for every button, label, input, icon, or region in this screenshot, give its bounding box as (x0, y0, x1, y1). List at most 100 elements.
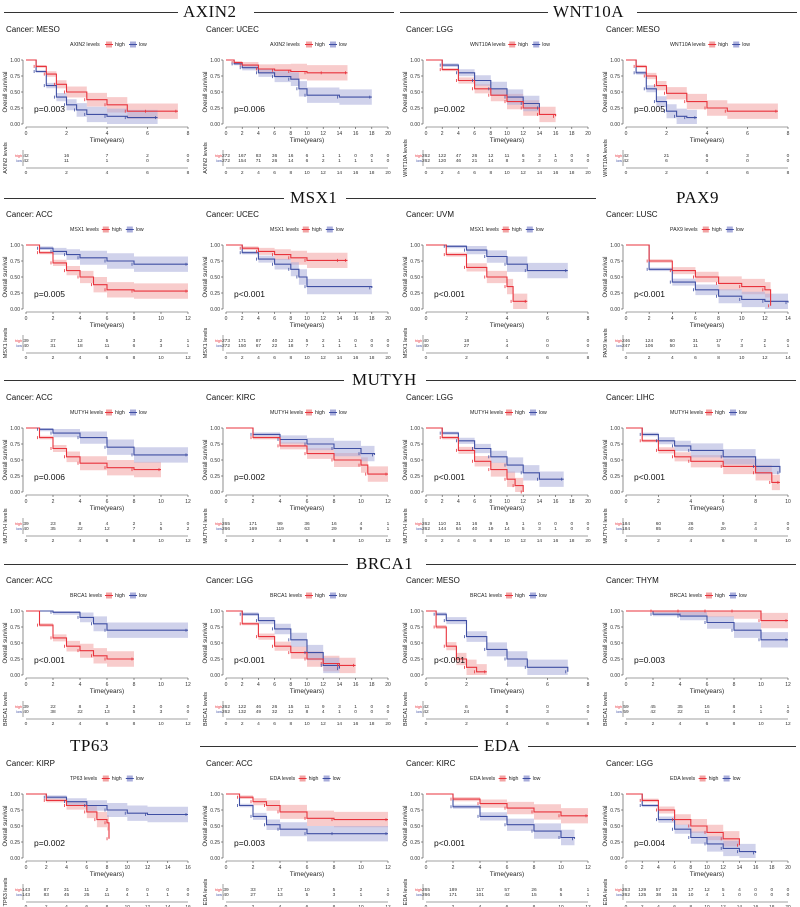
risk-x-tick-label: 6 (306, 904, 309, 907)
risk-low-count: 1 (760, 709, 763, 715)
risk-high-count: 57 (504, 887, 510, 893)
risk-low-count: 3 (522, 158, 525, 164)
x-tick-label: 16 (353, 131, 359, 137)
risk-table-title: MSX1 levels (203, 327, 209, 358)
x-axis-title: Time(years) (90, 871, 124, 878)
risk-x-tick-label: 2 (465, 721, 468, 727)
x-tick-label: 0 (225, 682, 228, 688)
x-tick-label: 0 (25, 865, 28, 871)
risk-low-count: 85 (656, 526, 662, 532)
risk-x-tick-label: 6 (146, 170, 149, 176)
legend-title: WNT10A levels (470, 42, 506, 48)
risk-high-count: 9 (489, 521, 492, 527)
x-tick-label: 0 (225, 865, 228, 871)
title-rule (200, 746, 478, 747)
risk-x-tick-label: 8 (106, 904, 109, 907)
risk-x-tick-label: 4 (257, 721, 260, 727)
risk-low-count: 247 (622, 343, 630, 349)
group-title-axin2: AXIN2 (183, 2, 237, 21)
risk-high-count: 2 (322, 338, 325, 344)
risk-high-count: 117 (476, 887, 484, 893)
risk-high-count: 129 (638, 887, 646, 893)
risk-x-tick-label: 8 (587, 355, 590, 361)
legend-title: BRCA1 levels (70, 593, 102, 599)
low-survival-line (626, 793, 757, 853)
risk-high-label: high (415, 339, 422, 343)
p-value: p<0.001 (634, 289, 665, 299)
risk-low-count: 12 (288, 709, 294, 715)
x-tick-label: 12 (145, 865, 151, 871)
y-tick-label: 0.50 (610, 90, 620, 96)
cancer-label: Cancer: LGG (406, 25, 453, 34)
risk-x-tick-label: 4 (671, 355, 674, 361)
legend-low-label: low (542, 42, 550, 48)
high-survival-line (26, 427, 161, 471)
risk-low-count: 272 (222, 343, 230, 349)
risk-high-count: 2 (160, 338, 163, 344)
legend-high-label: high (312, 227, 322, 233)
risk-high-label: high (215, 888, 222, 892)
risk-high-count: 265 (222, 521, 230, 527)
cancer-label: Cancer: MESO (606, 25, 660, 34)
y-tick-label: 0.75 (410, 808, 420, 814)
low-ci-band (626, 245, 788, 309)
high-survival-line (226, 793, 388, 821)
risk-x-tick-label: 4 (257, 355, 260, 361)
x-tick-label: 14 (737, 865, 743, 871)
risk-low-count: 35 (50, 526, 56, 532)
risk-high-label: high (15, 339, 22, 343)
risk-low-count: 4 (126, 892, 129, 898)
x-tick-label: 18 (769, 865, 775, 871)
risk-low-count: 40 (23, 526, 29, 532)
x-axis-title: Time(years) (90, 688, 124, 695)
risk-low-count: 0 (387, 158, 390, 164)
x-tick-label: 6 (546, 316, 549, 322)
risk-x-tick-label: 2 (241, 355, 244, 361)
risk-low-count: 40 (423, 343, 429, 349)
risk-high-count: 42 (423, 704, 429, 710)
p-value: p=0.006 (234, 104, 265, 114)
risk-low-count: 15 (531, 892, 537, 898)
y-tick-label: 0.00 (210, 122, 220, 128)
y-tick-label: 0.25 (210, 291, 220, 297)
risk-table-title: WNT10A levels (403, 139, 409, 177)
risk-table-title: EDA levels (603, 878, 609, 905)
y-tick-label: 0.50 (410, 275, 420, 281)
legend-high-label: high (115, 410, 125, 416)
y-tick-label: 1.00 (10, 792, 20, 798)
risk-low-label: low (416, 527, 422, 531)
risk-low-count: 262 (422, 526, 430, 532)
high-ci-band (626, 428, 780, 491)
risk-low-count: 171 (449, 892, 457, 898)
low-survival-line (26, 244, 188, 265)
risk-low-count: 6 (133, 343, 136, 349)
high-survival-line (626, 427, 780, 483)
low-survival-line (426, 793, 576, 839)
low-ci-band (426, 428, 564, 487)
y-axis-title: Overall survival (203, 805, 209, 846)
risk-low-count: 7 (133, 526, 136, 532)
risk-x-tick-label: 18 (769, 904, 775, 907)
risk-low-count: 1 (106, 158, 109, 164)
risk-x-tick-label: 0 (225, 904, 228, 907)
risk-x-tick-label: 2 (441, 170, 444, 176)
legend-high-label: high (112, 227, 122, 233)
high-ci-band (626, 60, 778, 119)
x-tick-label: 12 (385, 865, 391, 871)
risk-high-count: 36 (304, 521, 310, 527)
low-survival-line (26, 59, 158, 119)
risk-high-count: 31 (64, 887, 70, 893)
x-tick-label: 4 (65, 865, 68, 871)
risk-x-tick-label: 6 (306, 538, 309, 544)
risk-x-tick-label: 18 (569, 170, 575, 176)
x-tick-label: 4 (506, 316, 509, 322)
risk-low-count: 25 (84, 892, 90, 898)
x-tick-label: 0 (625, 316, 628, 322)
risk-x-tick-label: 6 (473, 170, 476, 176)
risk-low-count: 11 (105, 892, 110, 898)
x-tick-label: 2 (52, 499, 55, 505)
risk-high-count: 36 (272, 153, 278, 159)
low-survival-line (626, 610, 788, 641)
risk-high-count: 272 (222, 153, 230, 159)
legend-high-label: high (512, 227, 522, 233)
